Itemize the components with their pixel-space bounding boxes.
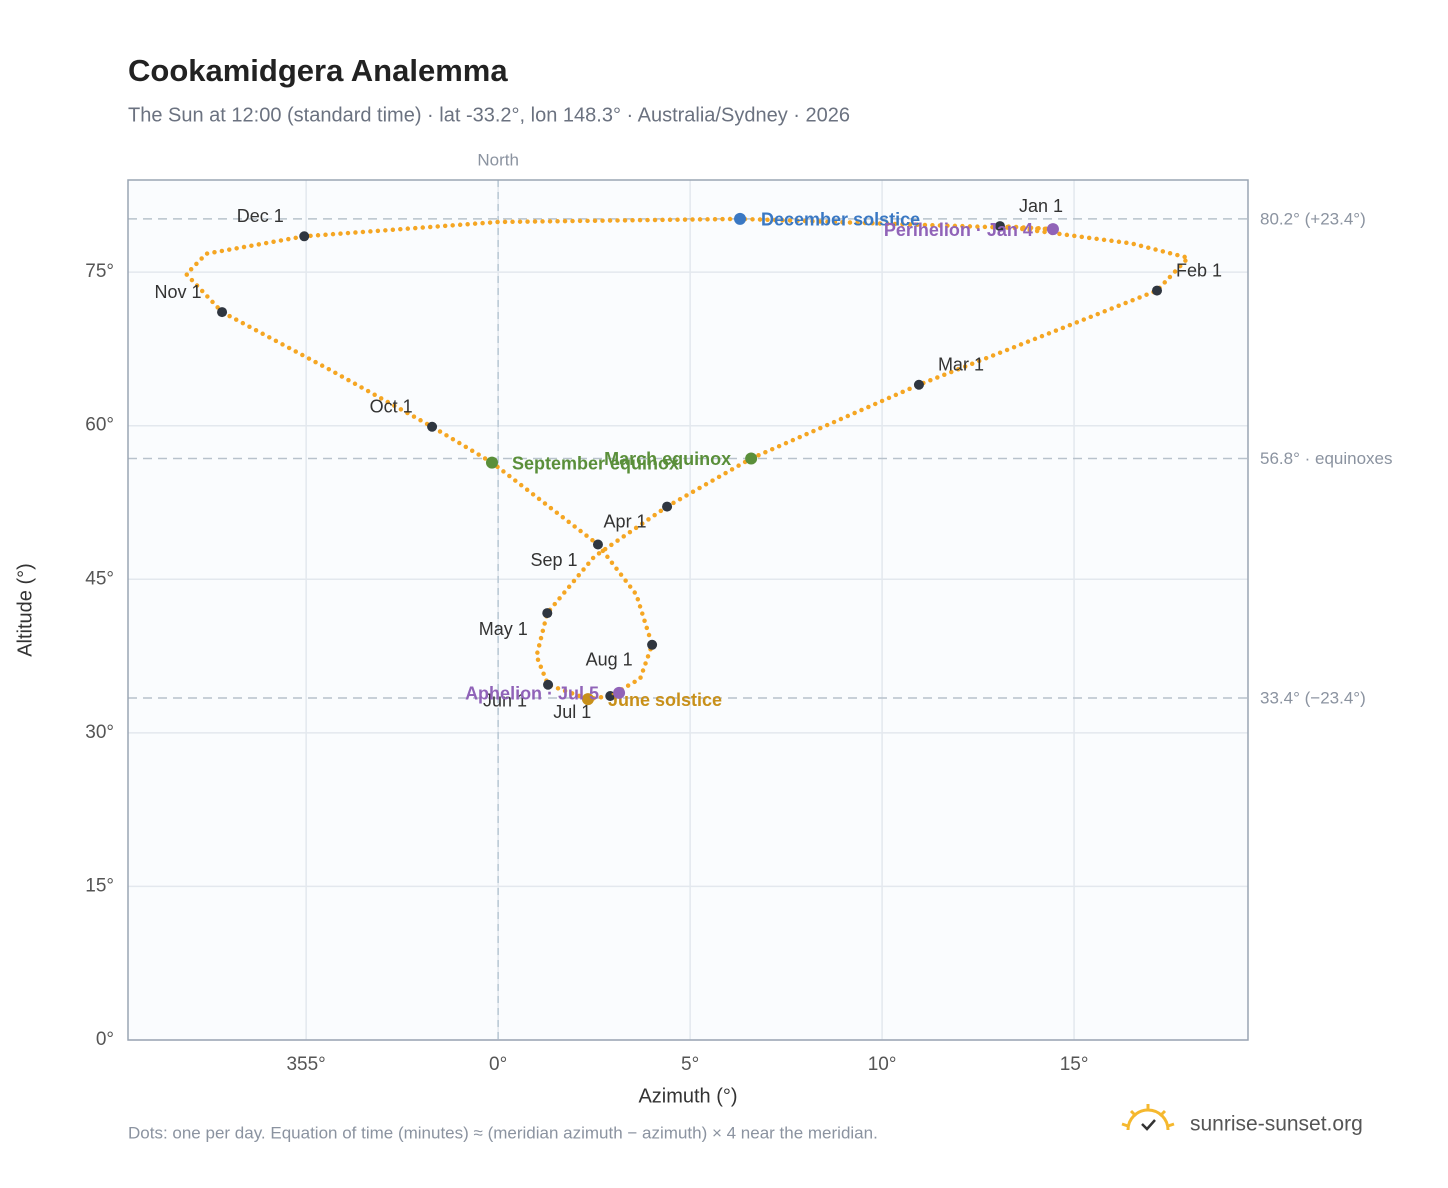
month-marker	[217, 307, 228, 318]
x-axis-label: Azimuth (°)	[638, 1085, 737, 1107]
x-tick-label: 10°	[868, 1054, 897, 1075]
event-label: Aphelion · Jul 5	[465, 684, 599, 704]
reference-label: 56.8° · equinoxes	[1260, 449, 1393, 468]
y-tick-label: 15°	[85, 875, 114, 896]
y-axis-label: Altitude (°)	[14, 563, 36, 657]
month-label: Feb 1	[1176, 260, 1222, 280]
month-label: Jun 1	[483, 690, 527, 710]
x-tick-label: 0°	[489, 1054, 507, 1075]
month-label: Apr 1	[604, 511, 647, 531]
month-label: Nov 1	[155, 282, 202, 302]
y-tick-label: 60°	[85, 415, 114, 436]
event-label: September equinox	[512, 453, 679, 473]
plot-border	[127, 179, 1249, 1041]
event-marker	[745, 452, 758, 465]
month-label: Jan 1	[1019, 196, 1063, 216]
month-label: Aug 1	[586, 650, 633, 670]
month-marker	[592, 539, 603, 550]
footnote: Dots: one per day. Equation of time (min…	[128, 1123, 878, 1142]
reference-label: 80.2° (+23.4°)	[1260, 209, 1366, 228]
x-tick-label: 5°	[681, 1054, 699, 1075]
event-marker	[613, 686, 626, 699]
event-marker	[485, 456, 498, 469]
reference-label: 33.4° (−23.4°)	[1260, 689, 1366, 708]
month-marker	[994, 221, 1005, 232]
month-marker	[299, 231, 310, 242]
month-marker	[647, 639, 658, 650]
y-tick-label: 75°	[85, 261, 114, 282]
month-marker	[913, 379, 924, 390]
chart-subtitle: The Sun at 12:00 (standard time) · lat -…	[128, 104, 850, 126]
month-label: Sep 1	[530, 550, 577, 570]
month-marker	[427, 421, 438, 432]
y-tick-label: 30°	[85, 722, 114, 743]
month-label: Jul 1	[553, 702, 591, 722]
chart-title: Cookamidgera Analemma	[128, 53, 508, 88]
event-label: December solstice	[761, 210, 920, 230]
x-tick-label: 355°	[286, 1054, 325, 1075]
month-marker	[542, 608, 553, 619]
event-marker	[581, 693, 594, 706]
month-label: Oct 1	[370, 396, 413, 416]
event-label: June solstice	[608, 690, 722, 710]
month-marker	[605, 691, 616, 701]
event-marker	[734, 212, 747, 225]
analemma-dots	[183, 216, 1193, 702]
month-label: May 1	[479, 619, 528, 639]
plot-area	[128, 180, 1248, 1040]
event-label: Perihelion · Jan 4	[884, 220, 1033, 240]
event-label: March equinox	[604, 449, 731, 469]
meridian-label: North	[477, 150, 519, 169]
brand-logo	[1121, 1104, 1175, 1131]
event-marker	[1046, 223, 1059, 236]
x-tick-label: 15°	[1060, 1054, 1089, 1075]
month-label: Dec 1	[237, 206, 284, 226]
month-label: Mar 1	[938, 355, 984, 375]
month-marker	[662, 501, 673, 512]
brand-name: sunrise-sunset.org	[1190, 1113, 1363, 1136]
y-tick-label: 45°	[85, 568, 114, 589]
y-tick-label: 0°	[96, 1029, 114, 1050]
month-marker	[543, 679, 554, 690]
month-marker	[1152, 285, 1163, 296]
